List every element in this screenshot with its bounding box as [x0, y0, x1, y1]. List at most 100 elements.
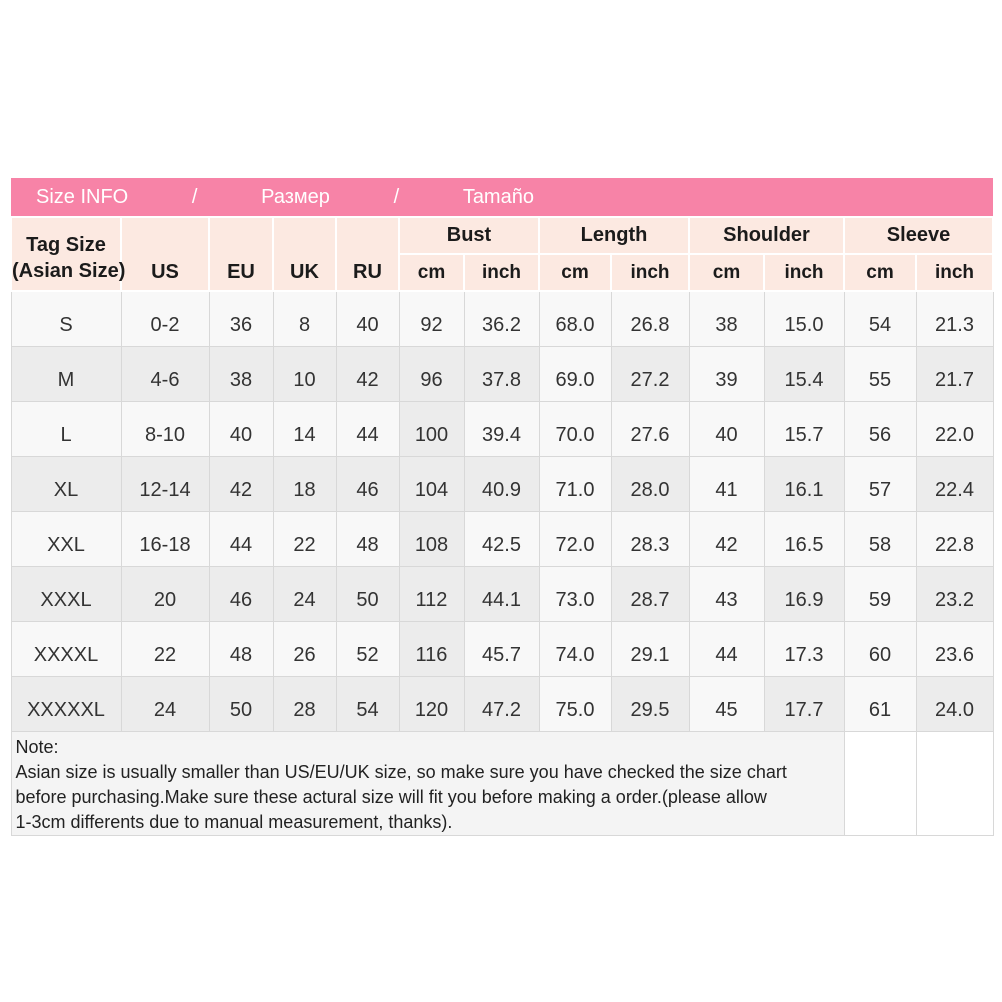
cell-shoulder-cm: 44 [688, 620, 765, 677]
cell-ru: 44 [335, 400, 400, 457]
cell-length-inch: 27.2 [610, 345, 690, 402]
note: Note: Asian size is usually smaller than… [10, 730, 845, 836]
cell-sleeve-cm: 58 [843, 510, 917, 567]
cell-shoulder-inch: 17.3 [763, 620, 845, 677]
header-units-row: cm inch cm inch cm inch cm inch [11, 253, 994, 292]
unit-header-bust-cm: cm [398, 253, 465, 292]
cell-bust-inch: 47.2 [463, 675, 540, 732]
cell-shoulder-inch: 16.1 [763, 455, 845, 512]
cell-eu: 36 [208, 290, 274, 347]
cell-tag-size: XXXL [10, 565, 122, 622]
cell-sleeve-cm: 59 [843, 565, 917, 622]
size-row-xl: XL 12-14 42 18 46 104 40.9 71.0 28.0 41 16.1 57 22.4 [10, 455, 994, 512]
cell-shoulder-cm: 41 [688, 455, 765, 512]
cell-eu: 40 [208, 400, 274, 457]
cell-us: 8-10 [120, 400, 210, 457]
cell-tag-size: L [10, 400, 122, 457]
cell-sleeve-inch: 21.3 [915, 290, 994, 347]
cell-tag-size: XXL [10, 510, 122, 567]
title-bar-right-spacer [689, 178, 993, 217]
cell-shoulder-cm: 43 [688, 565, 765, 622]
cell-shoulder-cm: 38 [688, 290, 765, 347]
cell-length-cm: 73.0 [538, 565, 612, 622]
cell-length-inch: 29.5 [610, 675, 690, 732]
cell-ru: 42 [335, 345, 400, 402]
size-row-xxxxxl: XXXXXL 24 50 28 54 120 47.2 75.0 29.5 45 17.7 61 24.… [10, 675, 994, 732]
title-slash-2: / [393, 186, 400, 208]
cell-uk: 14 [272, 400, 337, 457]
note-line-3: 1-3cm differents due to manual measureme… [15, 811, 453, 832]
cell-shoulder-cm: 39 [688, 345, 765, 402]
empty-cell [843, 730, 917, 836]
cell-bust-cm: 96 [398, 345, 465, 402]
cell-bust-cm: 120 [398, 675, 465, 732]
unit-header-length-inch: inch [610, 253, 690, 292]
cell-sleeve-cm: 55 [843, 345, 917, 402]
cell-sleeve-inch: 22.4 [915, 455, 994, 512]
note-row: Note: Asian size is usually smaller than… [10, 730, 994, 836]
size-row-xxxl: XXXL 20 46 24 50 112 44.1 73.0 28.7 43 16.9 59 23.2 [10, 565, 994, 622]
col-header-tag-size: Tag Size (Asian Size) [10, 216, 125, 292]
cell-tag-size: XXXXXL [10, 675, 122, 732]
cell-ru: 48 [335, 510, 400, 567]
cell-uk: 10 [272, 345, 337, 402]
group-header-sleeve: Sleeve [843, 216, 994, 255]
note-heading: Note: [15, 736, 59, 757]
cell-eu: 46 [208, 565, 274, 622]
cell-us: 16-18 [120, 510, 210, 567]
cell-us: 24 [120, 675, 210, 732]
cell-shoulder-inch: 15.0 [763, 290, 845, 347]
group-header-shoulder: Shoulder [688, 216, 845, 255]
cell-eu: 44 [208, 510, 274, 567]
cell-sleeve-inch: 21.7 [915, 345, 994, 402]
title-razmer: Размер [261, 186, 330, 208]
cell-us: 20 [120, 565, 210, 622]
cell-ru: 50 [335, 565, 400, 622]
col-header-eu: EU [208, 216, 274, 292]
cell-us: 12-14 [120, 455, 210, 512]
cell-bust-cm: 100 [398, 400, 465, 457]
cell-uk: 18 [272, 455, 337, 512]
cell-uk: 28 [272, 675, 337, 732]
size-rows: S 0-2 36 8 40 92 36.2 68.0 26.8 38 15.0 54 21.3 M 4-6 3… [10, 290, 994, 732]
title-bar: Size INFO / Размер / Tamaño [11, 178, 993, 217]
col-header-uk: UK [272, 216, 337, 292]
cell-length-cm: 68.0 [538, 290, 612, 347]
group-header-bust: Bust [398, 216, 540, 255]
cell-bust-cm: 112 [398, 565, 465, 622]
tag-size-line-1: Tag Size [26, 234, 106, 256]
cell-ru: 40 [335, 290, 400, 347]
unit-header-shoulder-cm: cm [688, 253, 765, 292]
cell-sleeve-cm: 60 [843, 620, 917, 677]
header-group-row: Tag Size (Asian Size) US EU UK RU Bust L… [10, 216, 994, 292]
cell-eu: 50 [208, 675, 274, 732]
cell-uk: 24 [272, 565, 337, 622]
cell-ru: 52 [335, 620, 400, 677]
cell-sleeve-inch: 22.0 [915, 400, 994, 457]
cell-shoulder-inch: 16.5 [763, 510, 845, 567]
cell-sleeve-cm: 54 [843, 290, 917, 347]
cell-ru: 46 [335, 455, 400, 512]
cell-bust-inch: 40.9 [463, 455, 540, 512]
cell-length-inch: 28.0 [610, 455, 690, 512]
cell-eu: 48 [208, 620, 274, 677]
cell-sleeve-cm: 56 [843, 400, 917, 457]
col-header-us: US [120, 216, 210, 292]
cell-bust-cm: 92 [398, 290, 465, 347]
cell-length-cm: 72.0 [538, 510, 612, 567]
cell-length-cm: 75.0 [538, 675, 612, 732]
cell-bust-inch: 36.2 [463, 290, 540, 347]
cell-shoulder-inch: 17.7 [763, 675, 845, 732]
cell-sleeve-inch: 23.6 [915, 620, 994, 677]
cell-bust-inch: 37.8 [463, 345, 540, 402]
cell-bust-inch: 42.5 [463, 510, 540, 567]
size-row-xxl: XXL 16-18 44 22 48 108 42.5 72.0 28.3 42 16.5 58 22.… [10, 510, 994, 567]
unit-header-sleeve-inch: inch [915, 253, 994, 292]
size-row-s: S 0-2 36 8 40 92 36.2 68.0 26.8 38 15.0 54 21.3 [10, 290, 994, 347]
cell-sleeve-inch: 23.2 [915, 565, 994, 622]
size-row-xxxxl: XXXXL 22 48 26 52 116 45.7 74.0 29.1 44 17.3 60 23.6 [10, 620, 994, 677]
unit-header-bust-inch: inch [463, 253, 540, 292]
cell-sleeve-inch: 22.8 [915, 510, 994, 567]
cell-length-cm: 74.0 [538, 620, 612, 677]
